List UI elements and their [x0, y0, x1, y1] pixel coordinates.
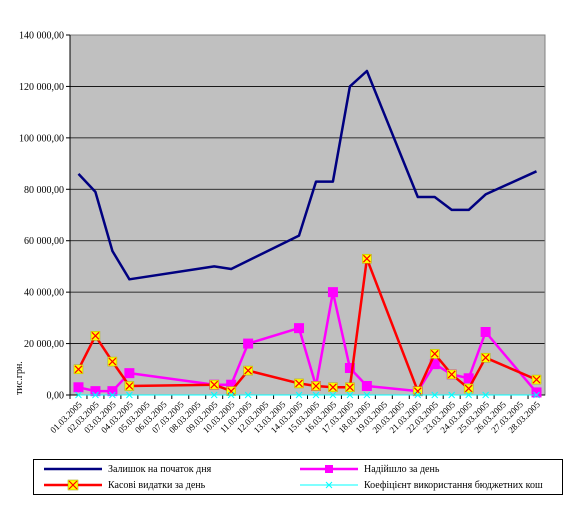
data-point: [363, 391, 371, 399]
data-point: [209, 379, 219, 390]
series-balance: [77, 69, 538, 281]
data-point: [346, 391, 354, 399]
data-point: [210, 391, 218, 399]
data-point: [109, 391, 116, 399]
data-point: [311, 381, 321, 391]
data-point: [465, 391, 473, 399]
legend-item-expenses: Касові видатки за день: [42, 477, 205, 493]
legend-label-expenses: Касові видатки за день: [108, 479, 206, 491]
data-point: [226, 386, 236, 396]
data-point: [414, 391, 422, 399]
data-point: [126, 391, 133, 399]
data-point: [429, 359, 440, 370]
data-point: [90, 386, 101, 397]
data-point: [90, 331, 101, 341]
y-axis-label: тис.грн.: [14, 361, 25, 395]
chart: 0,00 20 000,00 40 000,00 60 000,00 80 000,00…: [14, 31, 546, 435]
data-point: [73, 364, 84, 375]
plot-area: [70, 35, 545, 395]
data-point: [448, 391, 456, 399]
data-point: [482, 391, 489, 399]
data-point: [107, 386, 118, 397]
legend-label-coefficient: Коефіцієнт використання бюджетних кош: [364, 479, 543, 491]
legend-sample-balance: [44, 467, 102, 471]
y-tick-label: 100 000,00: [19, 133, 64, 144]
data-point: [75, 391, 82, 399]
data-point: [227, 391, 235, 399]
data-point: [312, 391, 320, 399]
y-tick-label: 20 000,00: [24, 339, 64, 350]
data-point: [107, 356, 118, 367]
data-point: [294, 323, 305, 334]
legend-item-received: Надійшло за день: [298, 461, 439, 477]
data-point: [73, 382, 84, 393]
data-point: [480, 327, 491, 337]
legend-sample-expenses: [44, 479, 102, 491]
legend-item-coefficient: Коефіцієнт використання бюджетних кош: [298, 477, 543, 493]
y-tick-label: 60 000,00: [24, 236, 64, 247]
data-point: [531, 374, 542, 385]
data-point: [362, 253, 372, 264]
y-axis-ticks: 0,00 20 000,00 40 000,00 60 000,00 80 000,00…: [19, 31, 70, 402]
data-point: [533, 391, 540, 399]
y-tick-label: 120 000,00: [19, 82, 64, 93]
data-point: [295, 391, 303, 399]
series-expenses: [73, 253, 542, 396]
series-group: [73, 69, 542, 399]
data-point: [226, 379, 237, 390]
data-point: [429, 349, 440, 359]
data-point: [480, 352, 491, 363]
series-coefficient: [75, 391, 540, 399]
y-tick-label: 0,00: [47, 391, 65, 402]
data-point: [243, 338, 254, 349]
legend-label-balance: Залишок на початок дня: [108, 463, 212, 475]
data-point: [531, 387, 542, 398]
data-point: [92, 391, 99, 399]
data-point: [124, 381, 135, 391]
data-point: [361, 381, 372, 391]
legend: Залишок на початок дня Надійшло за день …: [33, 459, 563, 495]
y-tick-label: 40 000,00: [24, 288, 64, 299]
x-axis-ticks: 01.03.200502.03.200503.03.200504.03.2005…: [48, 395, 542, 435]
data-point: [243, 365, 253, 376]
y-tick-label: 80 000,00: [24, 185, 64, 196]
data-point: [294, 378, 304, 389]
data-point: [329, 391, 337, 399]
legend-item-balance: Залишок на початок дня: [42, 461, 211, 477]
data-point: [446, 369, 457, 380]
data-point: [124, 368, 135, 379]
data-point: [244, 391, 252, 399]
data-point: [431, 391, 439, 399]
series-line-balance: [77, 69, 538, 281]
legend-sample-received: [300, 465, 358, 473]
legend-label-received: Надійшло за день: [364, 463, 440, 475]
data-point: [463, 373, 474, 384]
data-point: [345, 382, 355, 393]
data-point: [327, 287, 338, 298]
legend-sample-coefficient: [300, 481, 358, 489]
data-point: [328, 382, 338, 393]
y-tick-label: 140 000,00: [19, 31, 64, 42]
data-point: [413, 386, 423, 396]
data-point: [463, 383, 474, 394]
data-point: [344, 363, 355, 373]
